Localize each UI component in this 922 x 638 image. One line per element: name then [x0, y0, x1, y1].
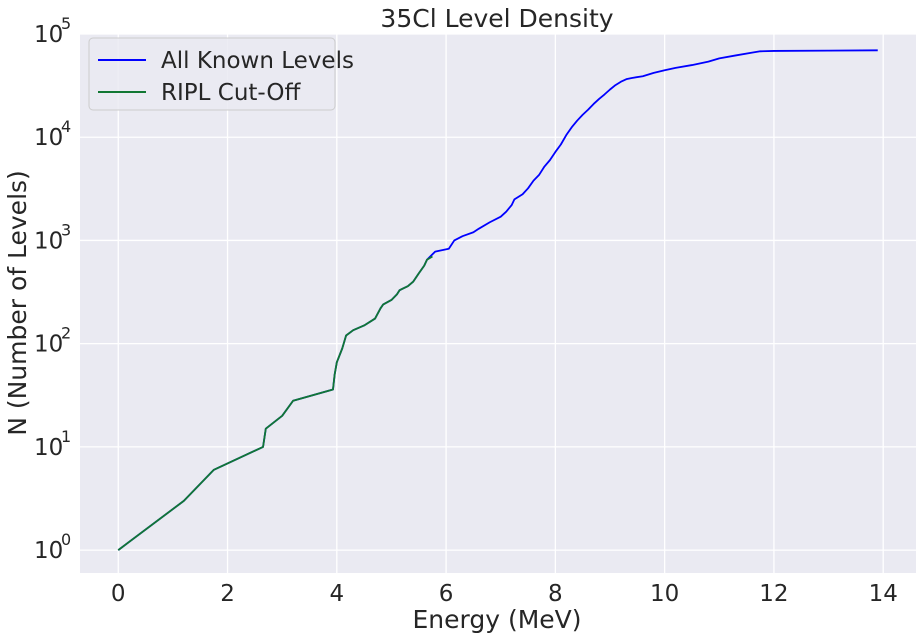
- y-tick-exponent: 5: [61, 14, 71, 33]
- series-line-2: [117, 255, 433, 551]
- x-tick-label: 10: [650, 581, 679, 607]
- x-tick-label: 2: [220, 581, 235, 607]
- x-tick-labels: 0 2 4 6 8 10 12 14: [111, 581, 898, 607]
- x-tick-label: 14: [869, 581, 898, 607]
- x-tick-label: 6: [439, 581, 454, 607]
- y-axis-label: N (Number of Levels): [3, 170, 32, 436]
- y-tick-label: 10: [34, 125, 63, 151]
- x-tick-label: 8: [548, 581, 563, 607]
- y-tick-label: 10: [34, 22, 63, 48]
- y-tick-exponent: 0: [61, 530, 71, 549]
- y-tick-exponent: 2: [61, 324, 71, 343]
- x-tick-label: 4: [329, 581, 344, 607]
- series-lines: [117, 49, 878, 551]
- y-tick-exponent: 3: [61, 220, 71, 239]
- legend-label-2: RIPL Cut-Off: [161, 80, 301, 106]
- y-tick-label: 10: [34, 332, 63, 358]
- legend-label-1: All Known Levels: [161, 48, 354, 74]
- y-tick-exponent: 4: [61, 117, 71, 136]
- y-tick-label: 10: [34, 538, 63, 564]
- plot-area: [80, 34, 916, 573]
- x-axis-label: Energy (MeV): [412, 605, 581, 634]
- y-tick-label: 10: [34, 435, 63, 461]
- gridlines: [80, 33, 916, 573]
- y-tick-exponent: 1: [61, 427, 71, 446]
- chart-title: 35Cl Level Density: [380, 4, 613, 33]
- x-tick-label: 12: [759, 581, 788, 607]
- legend-box: [88, 37, 336, 111]
- x-tick-label: 0: [111, 581, 126, 607]
- legend: All Known Levels RIPL Cut-Off: [88, 37, 354, 111]
- y-tick-label: 10: [34, 228, 63, 254]
